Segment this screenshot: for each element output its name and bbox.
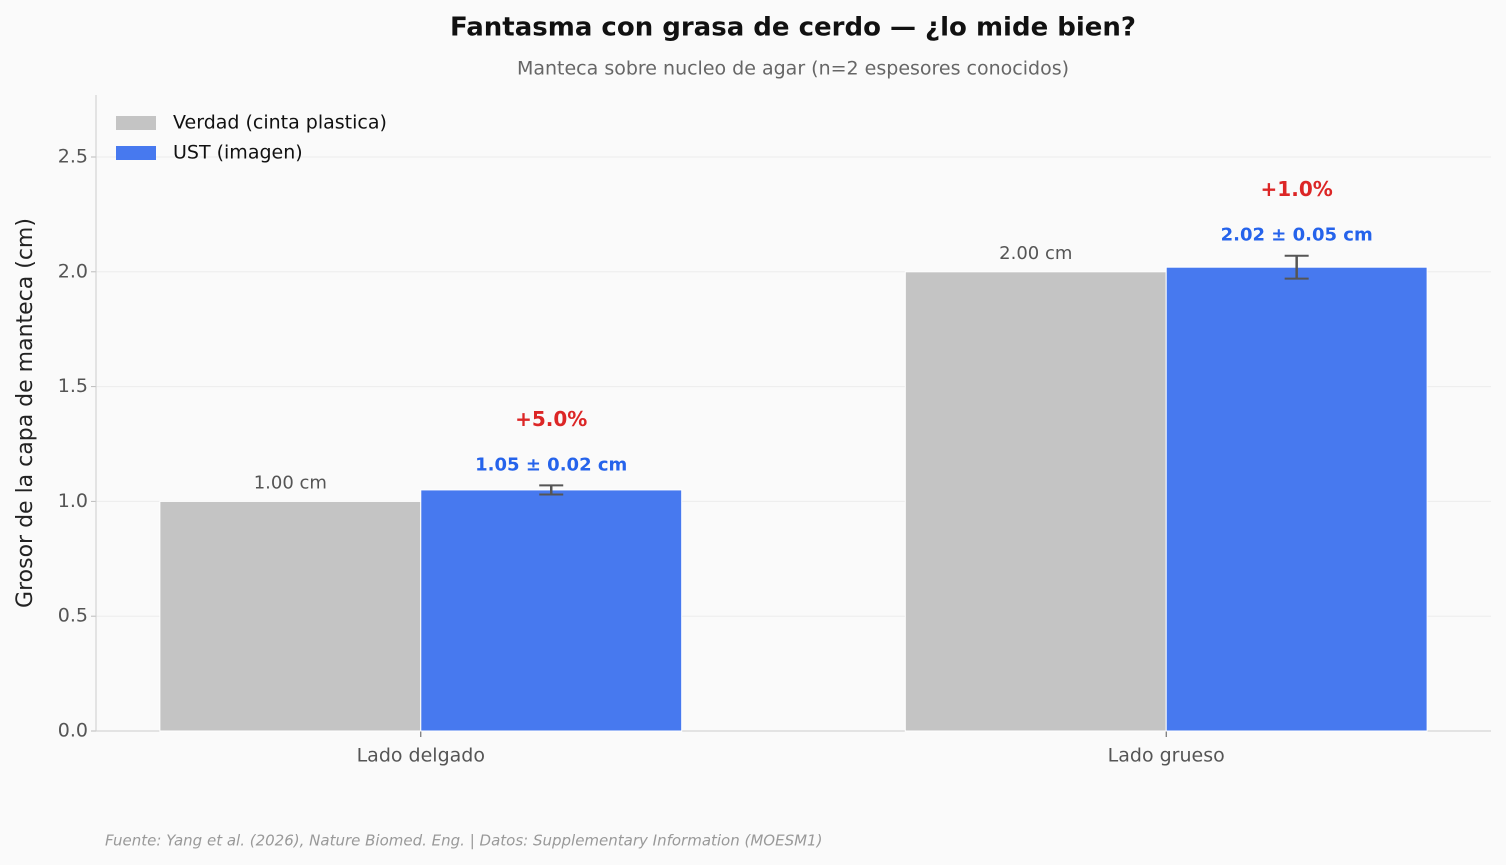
x-tick-label: Lado delgado <box>357 745 485 767</box>
chart-subtitle: Manteca sobre nucleo de agar (n=2 espeso… <box>517 58 1069 80</box>
y-axis-label: Grosor de la capa de manteca (cm) <box>13 218 38 608</box>
y-tick-label: 1.0 <box>58 490 88 512</box>
legend-label: Verdad (cinta plastica) <box>173 112 387 134</box>
difference-label: +1.0% <box>1261 177 1333 201</box>
value-label: 1.00 cm <box>254 472 327 493</box>
y-tick-label: 2.5 <box>58 145 88 167</box>
value-label: 1.05 ± 0.02 cm <box>475 454 627 475</box>
legend-swatch <box>116 116 156 130</box>
legend-swatch <box>116 146 156 160</box>
source-note: Fuente: Yang et al. (2026), Nature Biome… <box>105 832 822 850</box>
y-tick-label: 2.0 <box>58 260 88 282</box>
bar <box>159 500 422 732</box>
bar <box>904 271 1167 732</box>
y-tick-label: 0.0 <box>58 720 88 742</box>
legend-label: UST (imagen) <box>173 142 303 164</box>
chart-title: Fantasma con grasa de cerdo — ¿lo mide b… <box>450 13 1136 43</box>
value-label: 2.00 cm <box>999 243 1072 264</box>
bar <box>1165 266 1428 732</box>
value-label: 2.02 ± 0.05 cm <box>1221 225 1373 246</box>
y-tick-label: 0.5 <box>58 605 88 627</box>
bar <box>420 489 683 732</box>
x-tick-label: Lado grueso <box>1108 745 1225 767</box>
difference-label: +5.0% <box>515 407 587 431</box>
y-tick-label: 1.5 <box>58 375 88 397</box>
